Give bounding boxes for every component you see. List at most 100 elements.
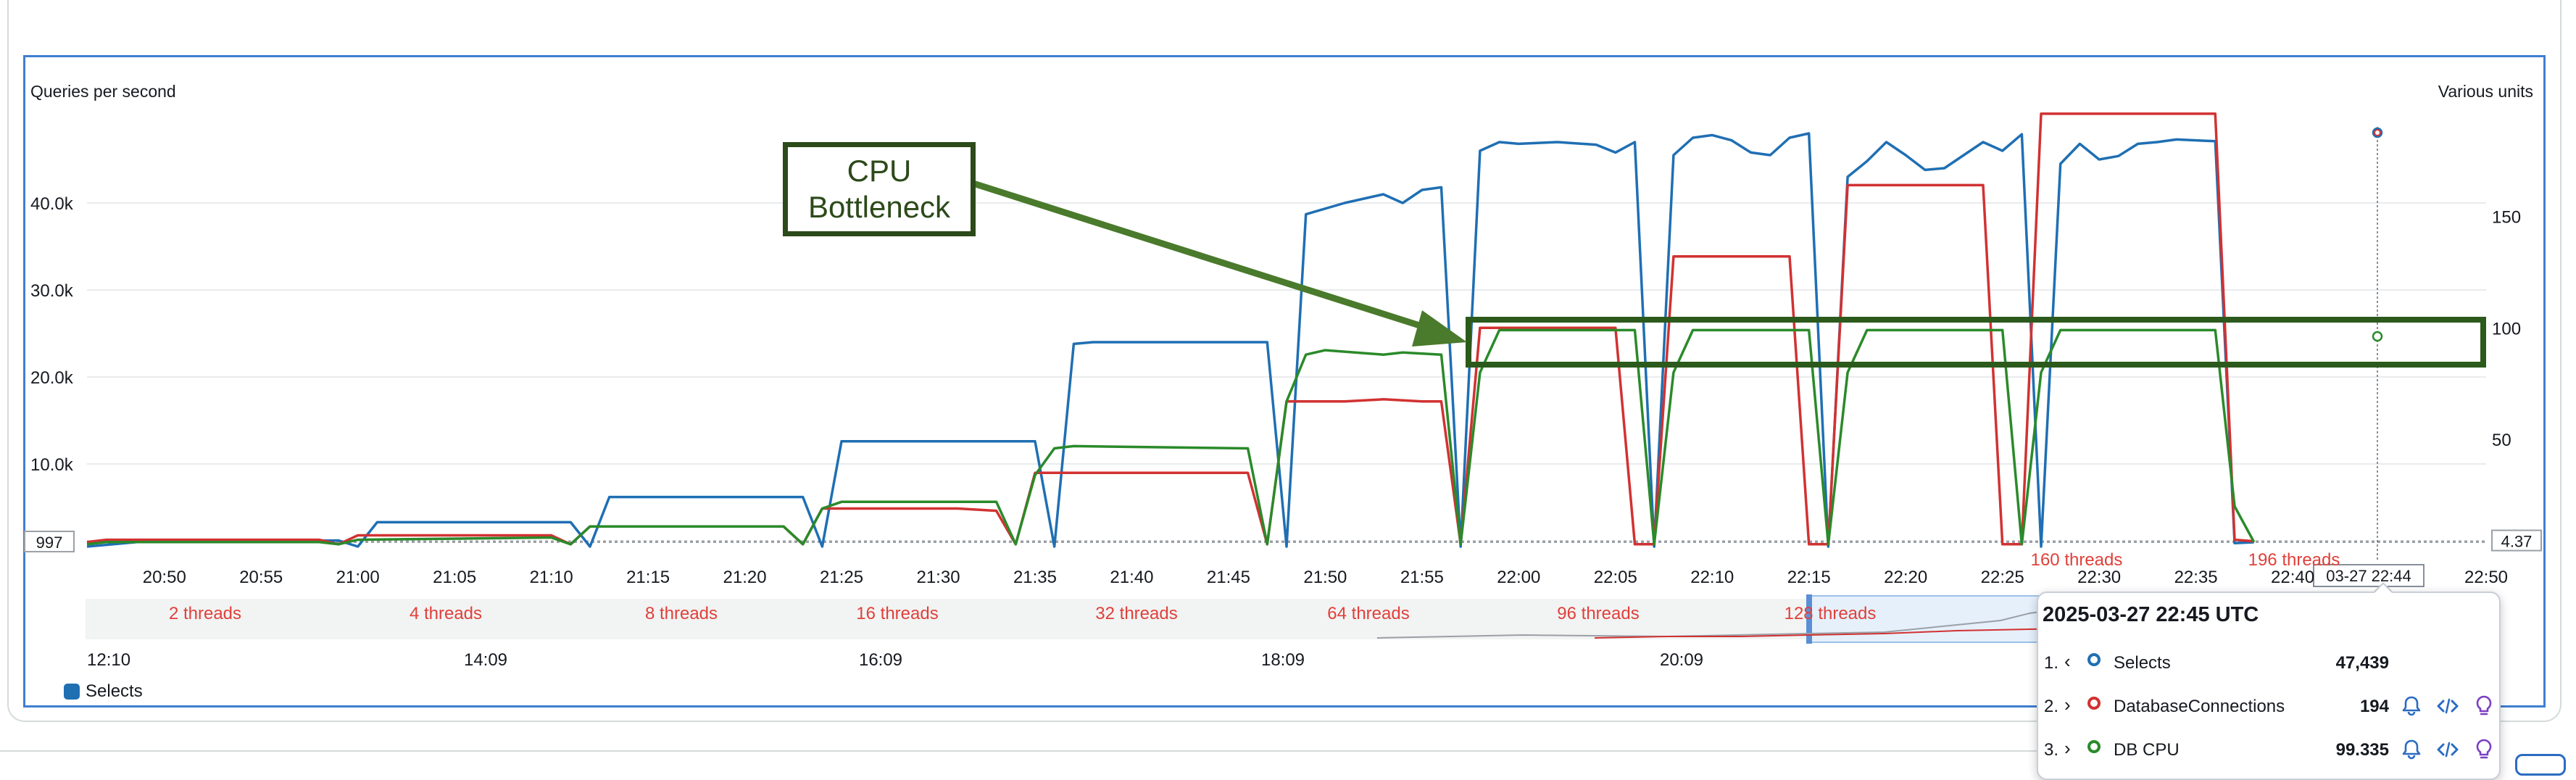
tooltip-row[interactable]: 1. ‹ Selects 47,439: [2044, 647, 2493, 676]
min-marker-left-box: [24, 531, 75, 553]
tooltip-series-name: Selects: [2114, 653, 2171, 673]
lightbulb-icon[interactable]: [2472, 737, 2496, 762]
divider: [0, 750, 2037, 752]
legend-swatch-selects: [64, 684, 80, 700]
graph-panel: [23, 55, 2546, 708]
x-tick-label: 20:55: [239, 568, 283, 587]
x-tick-label: 21:35: [1013, 568, 1057, 587]
legend-label-selects: Selects: [86, 681, 143, 701]
x-tick-label: 22:30: [2077, 568, 2121, 587]
hover-point-connections: [2374, 129, 2381, 136]
y-left-tick-label: 30.0k: [30, 281, 74, 301]
legend[interactable]: Selects: [64, 681, 143, 702]
lightbulb-icon[interactable]: [2472, 694, 2496, 718]
thread-label: 16 threads: [856, 604, 938, 623]
tooltip-title: 2025-03-27 22:45 UTC: [2043, 603, 2259, 626]
series-lines: [86, 112, 2256, 548]
x-tick-label: 21:10: [530, 568, 573, 587]
y-right-tick-label: 50: [2492, 431, 2511, 450]
arrow-head: [1412, 310, 1467, 347]
min-threshold-lines: [24, 529, 2542, 553]
x-tick-label: 21:25: [820, 568, 863, 587]
navigator-tick-label: 14:09: [464, 650, 507, 670]
x-tick-label: 21:45: [1207, 568, 1250, 587]
chevron-icon[interactable]: ›: [2064, 694, 2071, 715]
tooltip-series-name: DatabaseConnections: [2114, 697, 2285, 716]
tooltip-pointer-fill: [2375, 584, 2392, 593]
y-axis-left-title: Queries per second: [30, 82, 176, 101]
tooltip-series-name: DB CPU: [2114, 740, 2180, 760]
bell-icon[interactable]: [2399, 737, 2424, 762]
arrow-shaft: [972, 181, 1430, 331]
tooltip-row[interactable]: 2. › DatabaseConnections 194: [2044, 691, 2493, 720]
tooltip-series-value: 47,439: [2335, 653, 2389, 673]
x-tick-label: 21:50: [1303, 568, 1347, 587]
x-tick-label: 21:05: [433, 568, 476, 587]
chevron-icon[interactable]: ›: [2064, 737, 2071, 759]
annotation-line-2: Bottleneck: [807, 190, 951, 224]
bell-icon[interactable]: [2399, 694, 2424, 718]
hover-point-cpu: [2372, 331, 2383, 342]
tooltip-row-index: 3.: [2044, 740, 2059, 760]
chevron-icon[interactable]: ‹: [2064, 650, 2071, 672]
hover-time-box: [2313, 564, 2425, 587]
x-tick-label: 22:25: [1981, 568, 2024, 587]
x-tick-label: 22:20: [1884, 568, 1927, 587]
code-icon[interactable]: [2435, 737, 2460, 762]
tooltip-series-value: 194: [2359, 697, 2389, 716]
series-line-selects: [86, 132, 2254, 548]
y-axis-right-title: Various units: [2438, 82, 2533, 101]
thread-label: 2 threads: [169, 604, 241, 623]
y-right-tick-label: 100: [2492, 319, 2521, 339]
tooltip-row[interactable]: 3. › DB CPU 99.335: [2044, 734, 2493, 763]
tooltip-row-index: 1.: [2044, 653, 2059, 673]
y-left-tick-label: 40.0k: [30, 194, 74, 214]
x-tick-label: 22:40: [2271, 568, 2314, 587]
x-tick-label: 22:10: [1690, 568, 1734, 587]
thread-label: 128 threads: [1784, 604, 1877, 623]
thread-label: 4 threads: [410, 604, 482, 623]
min-marker-right-box: [2491, 529, 2542, 552]
thread-label: 96 threads: [1557, 604, 1639, 623]
thread-label: 8 threads: [645, 604, 718, 623]
x-tick-label: 22:00: [1497, 568, 1540, 587]
x-tick-label: 21:00: [336, 568, 380, 587]
annotation-arrow: [972, 181, 2486, 368]
tooltip-series-value: 99.335: [2335, 740, 2389, 760]
navigator-handle-left: [1806, 594, 1812, 644]
series-line-db-cpu: [86, 328, 2256, 546]
x-tick-label: 21:55: [1400, 568, 1444, 587]
x-tick-label: 22:35: [2174, 568, 2218, 587]
hover-crosshair: [2313, 127, 2425, 587]
tooltip-row-index: 2.: [2044, 697, 2059, 716]
navigator-tick-label: 12:10: [87, 650, 130, 670]
thread-label: 196 threads: [2248, 550, 2340, 570]
hover-time-label: 03-27 22:44: [2326, 567, 2411, 585]
x-tick-label: 22:05: [1594, 568, 1637, 587]
x-tick-label: 22:15: [1787, 568, 1831, 587]
thread-label: 64 threads: [1327, 604, 1409, 623]
navigator-tick-label: 16:09: [859, 650, 902, 670]
x-tick-label: 21:20: [723, 568, 767, 587]
y-left-tick-label: 20.0k: [30, 368, 74, 388]
min-marker-right: 4.37: [2501, 533, 2533, 551]
y-left-tick-label: 10.0k: [30, 455, 74, 475]
axis-labels: Queries per second Various units 40.0k 30.0…: [30, 82, 2533, 670]
x-tick-label: 20:50: [143, 568, 186, 587]
annotation-line-1: CPU: [847, 154, 912, 188]
cpu-bottleneck-annotation: CPU Bottleneck: [783, 142, 976, 236]
y-right-tick-label: 150: [2492, 207, 2521, 227]
min-marker-left: 997: [36, 534, 63, 552]
navigator-tick-label: 20:09: [1660, 650, 1703, 670]
series-circle-icon: [2087, 653, 2101, 666]
bottleneck-highlight-box: [1466, 317, 2486, 368]
grid-lines: [87, 202, 2486, 465]
widget-frame: [7, 0, 2562, 722]
x-tick-label: 22:50: [2464, 568, 2508, 587]
code-icon[interactable]: [2435, 694, 2460, 718]
series-circle-icon: [2087, 740, 2101, 753]
x-tick-label: 21:15: [626, 568, 670, 587]
thread-label: 32 threads: [1095, 604, 1177, 623]
series-circle-icon: [2087, 697, 2101, 710]
thread-label: 160 threads: [2031, 550, 2123, 570]
